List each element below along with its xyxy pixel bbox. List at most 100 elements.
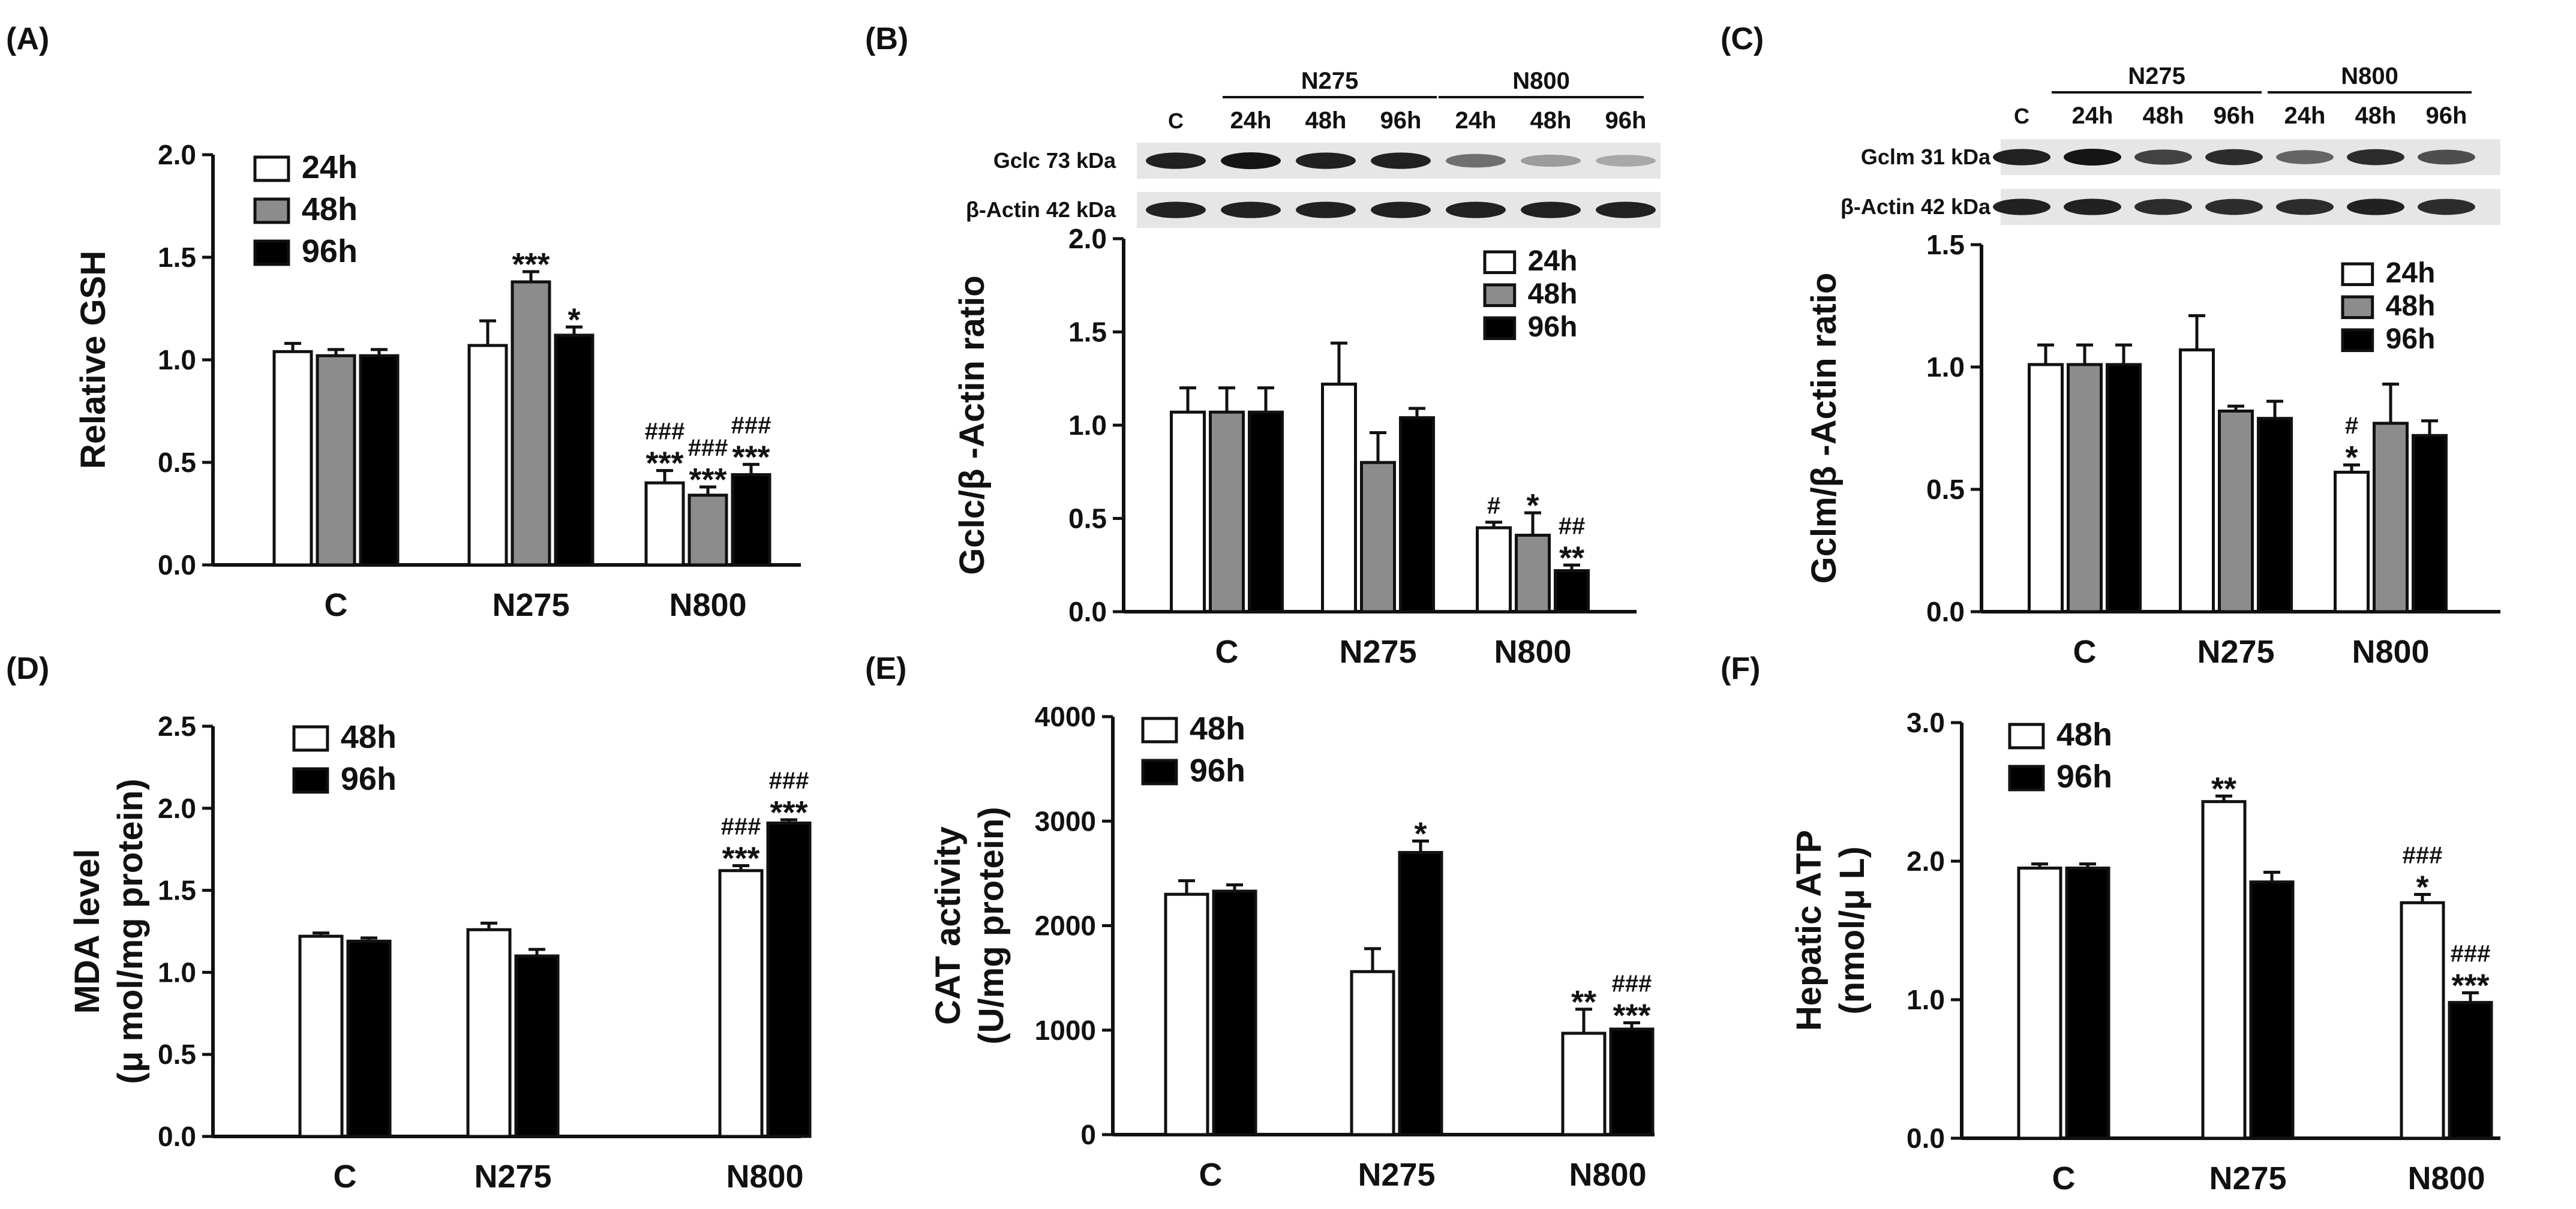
blot-group-label: N275 (2128, 63, 2185, 89)
legend-swatch (1483, 283, 1517, 308)
panel-label: (E) (865, 651, 906, 686)
significance-label: ** (1559, 540, 1584, 576)
legend-swatch (2008, 723, 2045, 750)
significance-label: *** (2451, 967, 2489, 1003)
bar (687, 494, 728, 567)
panel-A: (A) 0.0 0.5 1.0 1.5 2.0 Relative GSH C N275 N800 *… (6, 22, 801, 623)
panel-label: (B) (865, 22, 908, 56)
legend-label: 48h (1528, 278, 1578, 310)
significance-label: *** (722, 841, 759, 877)
significance-label: ** (2211, 771, 2236, 807)
legend-label: 48h (341, 719, 397, 755)
legend-label: 24h (1528, 245, 1578, 277)
blot-group-label: N800 (1512, 68, 1570, 94)
legend-swatch (2341, 328, 2374, 353)
blot-band (1993, 149, 2050, 166)
blot-band (2418, 149, 2475, 165)
significance-label: *** (1613, 998, 1650, 1034)
bar (1212, 889, 1257, 1136)
y-tick-label: 0.5 (158, 1039, 196, 1070)
legend-swatch (1483, 250, 1517, 275)
significance-label: * (1414, 816, 1427, 852)
blot-band (1521, 202, 1581, 218)
bar (1209, 410, 1245, 613)
blot-band (1146, 152, 1206, 169)
y-tick-label: 1000 (1035, 1015, 1096, 1046)
bar (1350, 970, 1395, 1136)
significance-label: ### (688, 435, 728, 461)
bar (466, 928, 512, 1138)
blot-band (2418, 199, 2475, 215)
legend-label: 96h (2056, 759, 2112, 795)
bar (1164, 892, 1209, 1136)
y-tick-label: 0.0 (158, 549, 196, 581)
bar (1399, 416, 1435, 613)
bar (2065, 867, 2110, 1140)
x-tick-label: N800 (2407, 1160, 2485, 1196)
bar (346, 939, 392, 1138)
panel-B: (B) 0.0 0.5 1.0 1.5 2.0 Gclc/β -Actin ratio C N2… (865, 22, 1661, 670)
x-tick-label: N800 (1569, 1157, 1646, 1193)
y-tick-label: 1.5 (158, 242, 196, 273)
blot-band (2064, 149, 2121, 166)
blot-row-label: Gclm 31 kDa (1861, 145, 1991, 169)
blot-band (1146, 202, 1206, 218)
bar (514, 954, 560, 1138)
significance-label: ** (1571, 984, 1596, 1020)
significance-label: *** (770, 795, 807, 831)
bar (2106, 363, 2142, 613)
significance-label: *** (732, 439, 770, 475)
legend-label: 48h (1190, 711, 1245, 747)
blot-row-label: β-Actin 42 kDa (966, 197, 1116, 222)
bar (1360, 461, 1396, 613)
blot-lane-label: 48h (1305, 107, 1347, 134)
legend-swatch (2341, 295, 2374, 320)
significance-label: * (2345, 440, 2358, 476)
x-tick-label: N275 (2209, 1160, 2286, 1196)
y-axis-label-2: (μ mol/mg protein) (111, 778, 150, 1084)
blot-band (1296, 202, 1356, 218)
panel-label: (D) (6, 651, 49, 686)
blot-band (2276, 199, 2334, 215)
panel-label: (C) (1721, 22, 1764, 56)
blot-lane-label: 96h (2426, 103, 2467, 129)
bar (511, 280, 551, 567)
y-axis-label: Gclc/β -Actin ratio (953, 275, 992, 575)
bar (2179, 348, 2215, 613)
y-axis-label: CAT activity (929, 826, 968, 1025)
significance-label: ### (1612, 971, 1652, 997)
blot-lane-label: 24h (2284, 103, 2326, 129)
bar (2017, 867, 2062, 1140)
significance-label: *** (689, 462, 726, 498)
bar (1321, 383, 1357, 613)
bar (1609, 1027, 1655, 1136)
legend-swatch (1483, 316, 1517, 341)
x-tick-label: N800 (1494, 634, 1571, 670)
y-tick-label: 2.0 (158, 793, 196, 824)
y-tick-label: 0.0 (1907, 1123, 1945, 1154)
blot-band (2205, 199, 2263, 215)
blot-row-label: β-Actin 42 kDa (1841, 194, 1991, 219)
y-tick-label: 0.0 (1926, 596, 1965, 627)
bar (2257, 417, 2293, 613)
legend-label: 96h (2386, 323, 2436, 355)
y-tick-label: 1.5 (1068, 317, 1107, 348)
legend-swatch (253, 239, 290, 266)
significance-label: ### (2451, 940, 2491, 967)
significance-label: # (1487, 493, 1500, 519)
significance-label: * (1526, 488, 1539, 524)
blot-group-label: N800 (2341, 63, 2398, 89)
legend-swatch (292, 725, 329, 752)
y-tick-label: 1.0 (1907, 984, 1945, 1015)
blot-band (1371, 202, 1431, 218)
blot-lane-label: 48h (2143, 103, 2184, 129)
significance-label: ## (1559, 513, 1586, 539)
blot-lane-label: 24h (2072, 103, 2113, 129)
x-tick-label: N800 (2352, 634, 2429, 670)
blot-band (1446, 202, 1506, 218)
y-tick-label: 3.0 (1907, 707, 1945, 738)
bar (272, 350, 313, 567)
blot-band (2134, 149, 2192, 165)
x-tick-label: N275 (474, 1159, 551, 1195)
bar (2412, 434, 2448, 613)
